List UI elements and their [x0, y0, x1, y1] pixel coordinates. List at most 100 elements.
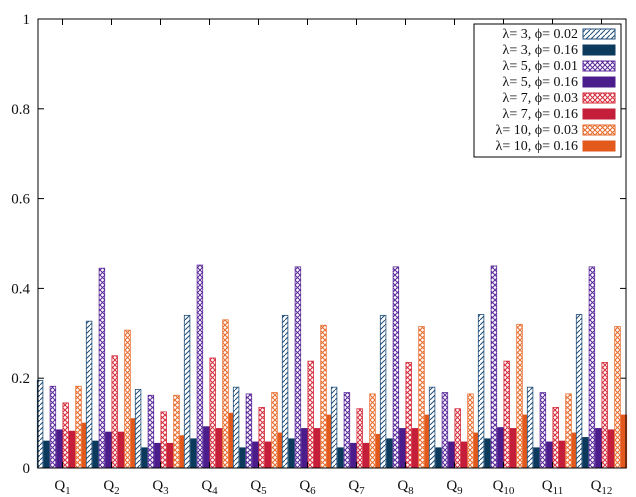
bar-q7-series-6 — [362, 442, 370, 469]
legend-swatch — [582, 140, 616, 152]
x-tick-label: Q9 — [446, 478, 463, 497]
bar-q7-series-4 — [350, 442, 357, 469]
y-tick-label: 0.6 — [11, 192, 30, 208]
legend-label: λ= 10, ϕ= 0.16 — [496, 139, 578, 154]
bar-q12-series-7 — [614, 326, 621, 469]
bar-q5-series-3 — [245, 393, 253, 469]
bar-q3-series-1 — [134, 389, 142, 469]
bar-q10-series-4 — [497, 427, 504, 469]
bar-q8-series-5 — [405, 362, 412, 469]
bar-q3-series-6 — [166, 442, 174, 469]
bar-q4-series-4 — [203, 426, 210, 469]
bar-q6-series-6 — [313, 428, 321, 469]
bar-q1-series-6 — [68, 430, 76, 469]
bar-q11-series-2 — [533, 447, 540, 469]
bar-q7-series-1 — [330, 386, 338, 469]
bar-q2-series-2 — [92, 440, 99, 469]
bar-q1-series-3 — [49, 385, 57, 469]
legend-swatch — [582, 108, 616, 120]
bars — [36, 264, 628, 469]
bar-q7-series-5 — [356, 408, 363, 469]
bar-q10-series-1 — [477, 314, 485, 469]
x-axis-labels: Q1 Q2 Q3 Q4 Q5 Q6 Q7 Q8 Q9 Q10 Q11 Q12 — [54, 19, 612, 497]
x-tick-label: Q12 — [591, 478, 613, 497]
bar-q11-series-6 — [558, 440, 566, 469]
bar-q9-series-4 — [448, 441, 455, 469]
bar-q3-series-3 — [147, 394, 155, 469]
legend-swatch — [582, 76, 616, 88]
bar-q5-series-2 — [239, 447, 246, 469]
bar-q2-series-5 — [111, 355, 118, 469]
legend-label: λ= 10, ϕ= 0.03 — [496, 123, 578, 138]
bar-q6-series-1 — [281, 314, 289, 469]
bar-q5-series-4 — [252, 441, 259, 469]
bar-q3-series-2 — [141, 447, 148, 469]
bar-q4-series-2 — [190, 438, 197, 469]
bar-q4-series-6 — [215, 428, 223, 469]
bar-q7-series-3 — [343, 392, 351, 469]
bar-q6-series-5 — [307, 360, 314, 469]
bar-q9-series-1 — [428, 386, 436, 469]
bar-q6-series-3 — [294, 266, 302, 469]
bar-q9-series-3 — [441, 392, 449, 469]
bar-q2-series-1 — [85, 320, 93, 469]
y-tick-label: 0 — [23, 461, 31, 477]
x-tick-label: Q11 — [542, 478, 563, 497]
bar-q11-series-3 — [539, 392, 547, 469]
legend-swatch — [582, 44, 616, 56]
legend-swatch — [582, 124, 616, 136]
bar-q4-series-7 — [222, 319, 229, 469]
bar-q10-series-2 — [484, 438, 491, 469]
bar-q1-series-4 — [56, 429, 63, 469]
bar-q2-series-7 — [124, 329, 131, 469]
legend-label: λ= 7, ϕ= 0.03 — [503, 91, 578, 106]
x-tick-label: Q1 — [54, 478, 70, 497]
bar-q12-series-1 — [575, 314, 583, 469]
bar-q8-series-1 — [379, 314, 387, 469]
x-tick-label: Q3 — [152, 478, 169, 497]
bar-q10-series-5 — [503, 360, 510, 469]
x-tick-label: Q10 — [493, 478, 515, 497]
bar-q11-series-4 — [546, 441, 553, 469]
bar-q2-series-4 — [105, 431, 112, 469]
bar-q6-series-2 — [288, 438, 295, 469]
bar-q6-series-4 — [301, 428, 308, 469]
bar-q1-series-5 — [62, 402, 69, 469]
bar-q9-series-5 — [454, 408, 461, 469]
x-tick-label: Q5 — [250, 478, 267, 497]
bar-q8-series-2 — [386, 438, 393, 469]
bar-q12-series-6 — [607, 429, 615, 469]
bar-q3-series-7 — [173, 394, 180, 469]
bar-q8-series-3 — [392, 266, 400, 469]
bar-q9-series-2 — [435, 447, 442, 469]
x-tick-label: Q7 — [348, 478, 365, 497]
bar-q7-series-2 — [337, 447, 344, 469]
bar-q2-series-6 — [117, 431, 125, 469]
legend-label: λ= 3, ϕ= 0.16 — [503, 43, 578, 58]
bar-q9-series-6 — [460, 441, 468, 469]
legend-label: λ= 3, ϕ= 0.02 — [503, 27, 578, 42]
y-tick-label: 1 — [23, 12, 31, 28]
bar-q10-series-3 — [490, 265, 498, 469]
bar-q5-series-6 — [264, 441, 272, 469]
legend: λ= 3, ϕ= 0.02λ= 3, ϕ= 0.16λ= 5, ϕ= 0.01 λ… — [473, 23, 622, 158]
bar-q10-series-6 — [509, 428, 517, 469]
bar-q12-series-4 — [595, 428, 602, 469]
bar-q12-series-3 — [588, 266, 596, 469]
legend-swatch — [582, 28, 616, 40]
bar-q11-series-1 — [526, 386, 534, 469]
bar-q8-series-4 — [399, 428, 406, 469]
x-tick-label: Q8 — [397, 478, 414, 497]
bar-q5-series-1 — [232, 386, 240, 469]
bar-q1-series-7 — [75, 385, 82, 469]
legend-label: λ= 7, ϕ= 0.16 — [503, 107, 578, 122]
bar-q8-series-6 — [411, 428, 419, 469]
bar-q12-series-2 — [582, 437, 589, 469]
bar-q8-series-7 — [418, 326, 425, 469]
bar-q12-series-5 — [601, 362, 608, 469]
bar-q5-series-5 — [258, 406, 265, 469]
bar-q5-series-7 — [271, 392, 278, 469]
legend-label: λ= 5, ϕ= 0.01 — [503, 59, 578, 74]
x-tick-label: Q6 — [299, 478, 316, 497]
